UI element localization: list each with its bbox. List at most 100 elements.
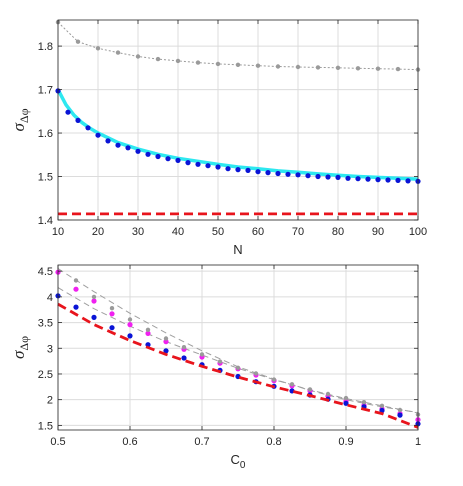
data-point-gray-markers: [73, 278, 79, 283]
data-point-magenta-markers: [91, 298, 97, 304]
x-tick-label: 70: [292, 226, 304, 238]
data-point-gray-markers: [343, 395, 349, 401]
data-point-gray-markers: [361, 400, 367, 405]
data-point-blue-markers: [91, 314, 97, 320]
bottom-plot: 0.5 0.6 0.7 0.8 0.9 1 1.5 2 2.5 3 3.5 4 4.5 C0 σΔφ: [9, 264, 421, 471]
data-point-gray-markers: [397, 407, 403, 413]
data-point-blue-markers: [145, 151, 151, 157]
data-point-blue-markers: [343, 400, 349, 406]
data-point-blue-markers: [125, 145, 131, 151]
x-tick-label: 50: [212, 226, 224, 238]
y-tick-label: 3.5: [38, 318, 53, 330]
data-point-gray-dotted-line-with-markers: [375, 66, 381, 71]
data-point-gray-dotted-line-with-markers: [215, 61, 221, 67]
y-tick-label: 2: [47, 395, 53, 407]
data-point-gray-dotted-line-with-markers: [335, 65, 341, 71]
data-point-blue-markers: [165, 156, 171, 162]
data-point-gray-markers: [217, 359, 223, 364]
x-tick-label: 60: [252, 226, 264, 238]
x-tick-label: 0.5: [50, 436, 65, 448]
data-point-gray-dotted-line-with-markers: [195, 60, 201, 65]
data-point-blue-markers: [73, 304, 79, 310]
data-point-blue-markers: [365, 176, 371, 182]
data-point-blue-markers: [195, 161, 201, 167]
data-point-blue-markers: [163, 348, 169, 354]
data-point-blue-markers: [265, 170, 271, 176]
data-point-blue-markers: [205, 163, 211, 169]
data-point-gray-dotted-line-with-markers: [315, 65, 321, 70]
data-point-gray-dotted-line-with-markers: [395, 66, 401, 72]
x-tick-label: 40: [172, 226, 184, 238]
data-point-blue-markers: [335, 174, 341, 180]
data-point-gray-markers: [307, 387, 313, 392]
data-point-gray-markers: [127, 317, 133, 322]
x-tick-label: 80: [332, 226, 344, 238]
data-point-gray-markers: [235, 365, 241, 370]
data-point-blue-markers: [295, 172, 301, 178]
y-tick-label: 1.8: [38, 41, 53, 53]
x-tick-label: 10: [52, 226, 64, 238]
x-tick-label: 0.7: [194, 436, 209, 448]
data-point-blue-markers: [405, 178, 411, 184]
data-point-gray-markers: [253, 371, 259, 376]
data-point-gray-dotted-line-with-markers: [155, 56, 161, 62]
x-axis-label-subscript: 0: [240, 460, 246, 471]
y-tick-label: 1.6: [38, 128, 53, 140]
data-point-gray-dotted-line-with-markers: [175, 58, 181, 64]
y-tick-label: 1.5: [38, 172, 53, 184]
y-tick-label: 1.4: [38, 215, 53, 227]
axes-box: [57, 19, 419, 221]
data-point-gray-dotted-line-with-markers: [235, 62, 241, 67]
data-point-magenta-markers: [145, 330, 151, 336]
data-point-gray-markers: [181, 345, 187, 350]
x-tick-label: 20: [92, 226, 104, 238]
x-tick-label: 0.6: [122, 436, 137, 448]
data-point-gray-markers: [109, 306, 115, 311]
x-axis-label: N: [233, 242, 242, 257]
x-tick-label: 30: [132, 226, 144, 238]
data-point-blue-markers: [355, 176, 361, 182]
data-point-blue-markers: [105, 138, 111, 144]
data-point-blue-markers: [95, 132, 101, 138]
data-point-blue-markers: [385, 177, 391, 183]
data-point-gray-markers: [145, 327, 151, 332]
data-point-blue-markers: [181, 355, 187, 361]
data-point-magenta-markers: [127, 322, 133, 328]
data-point-blue-markers: [115, 142, 121, 148]
data-point-gray-dotted-line-with-markers: [115, 50, 121, 55]
data-point-blue-markers: [397, 412, 403, 418]
y-axis-label: σΔφ: [9, 336, 31, 359]
y-tick-label: 3: [47, 343, 53, 355]
x-tick-label: 1: [415, 436, 421, 448]
x-tick-label: 0.9: [338, 436, 353, 448]
plot-area: [58, 20, 418, 220]
axes-box: [57, 264, 419, 431]
data-point-gray-markers: [91, 294, 97, 300]
y-tick-label: 4: [47, 292, 53, 304]
x-axis-label: C0: [231, 452, 246, 471]
data-point-blue-markers: [275, 170, 281, 177]
data-point-blue-markers: [215, 164, 221, 170]
data-point-blue-markers: [345, 175, 351, 181]
data-point-blue-markers: [155, 153, 161, 160]
data-point-magenta-markers: [109, 311, 115, 317]
data-point-blue-markers: [285, 171, 291, 177]
y-axis-label-subscript: Δφ: [17, 108, 31, 123]
data-point-blue-markers: [235, 167, 241, 173]
data-point-gray-dotted-line-with-markers: [255, 63, 261, 68]
data-point-blue-markers: [379, 407, 385, 414]
data-point-blue-markers: [135, 148, 141, 154]
data-point-blue-markers: [185, 160, 191, 166]
data-point-magenta-markers: [73, 286, 79, 292]
data-point-gray-dotted-line-with-markers: [75, 39, 81, 44]
data-point-gray-dotted-line-with-markers: [355, 66, 361, 71]
data-point-blue-markers: [127, 333, 133, 339]
x-tick-label: 90: [372, 226, 384, 238]
x-tick-label: 0.8: [266, 436, 281, 448]
data-point-blue-markers: [65, 109, 71, 115]
data-point-blue-markers: [305, 173, 311, 179]
data-point-blue-markers: [109, 325, 115, 331]
data-point-gray-markers: [379, 403, 385, 408]
data-point-gray-dotted-line-with-markers: [275, 64, 281, 69]
